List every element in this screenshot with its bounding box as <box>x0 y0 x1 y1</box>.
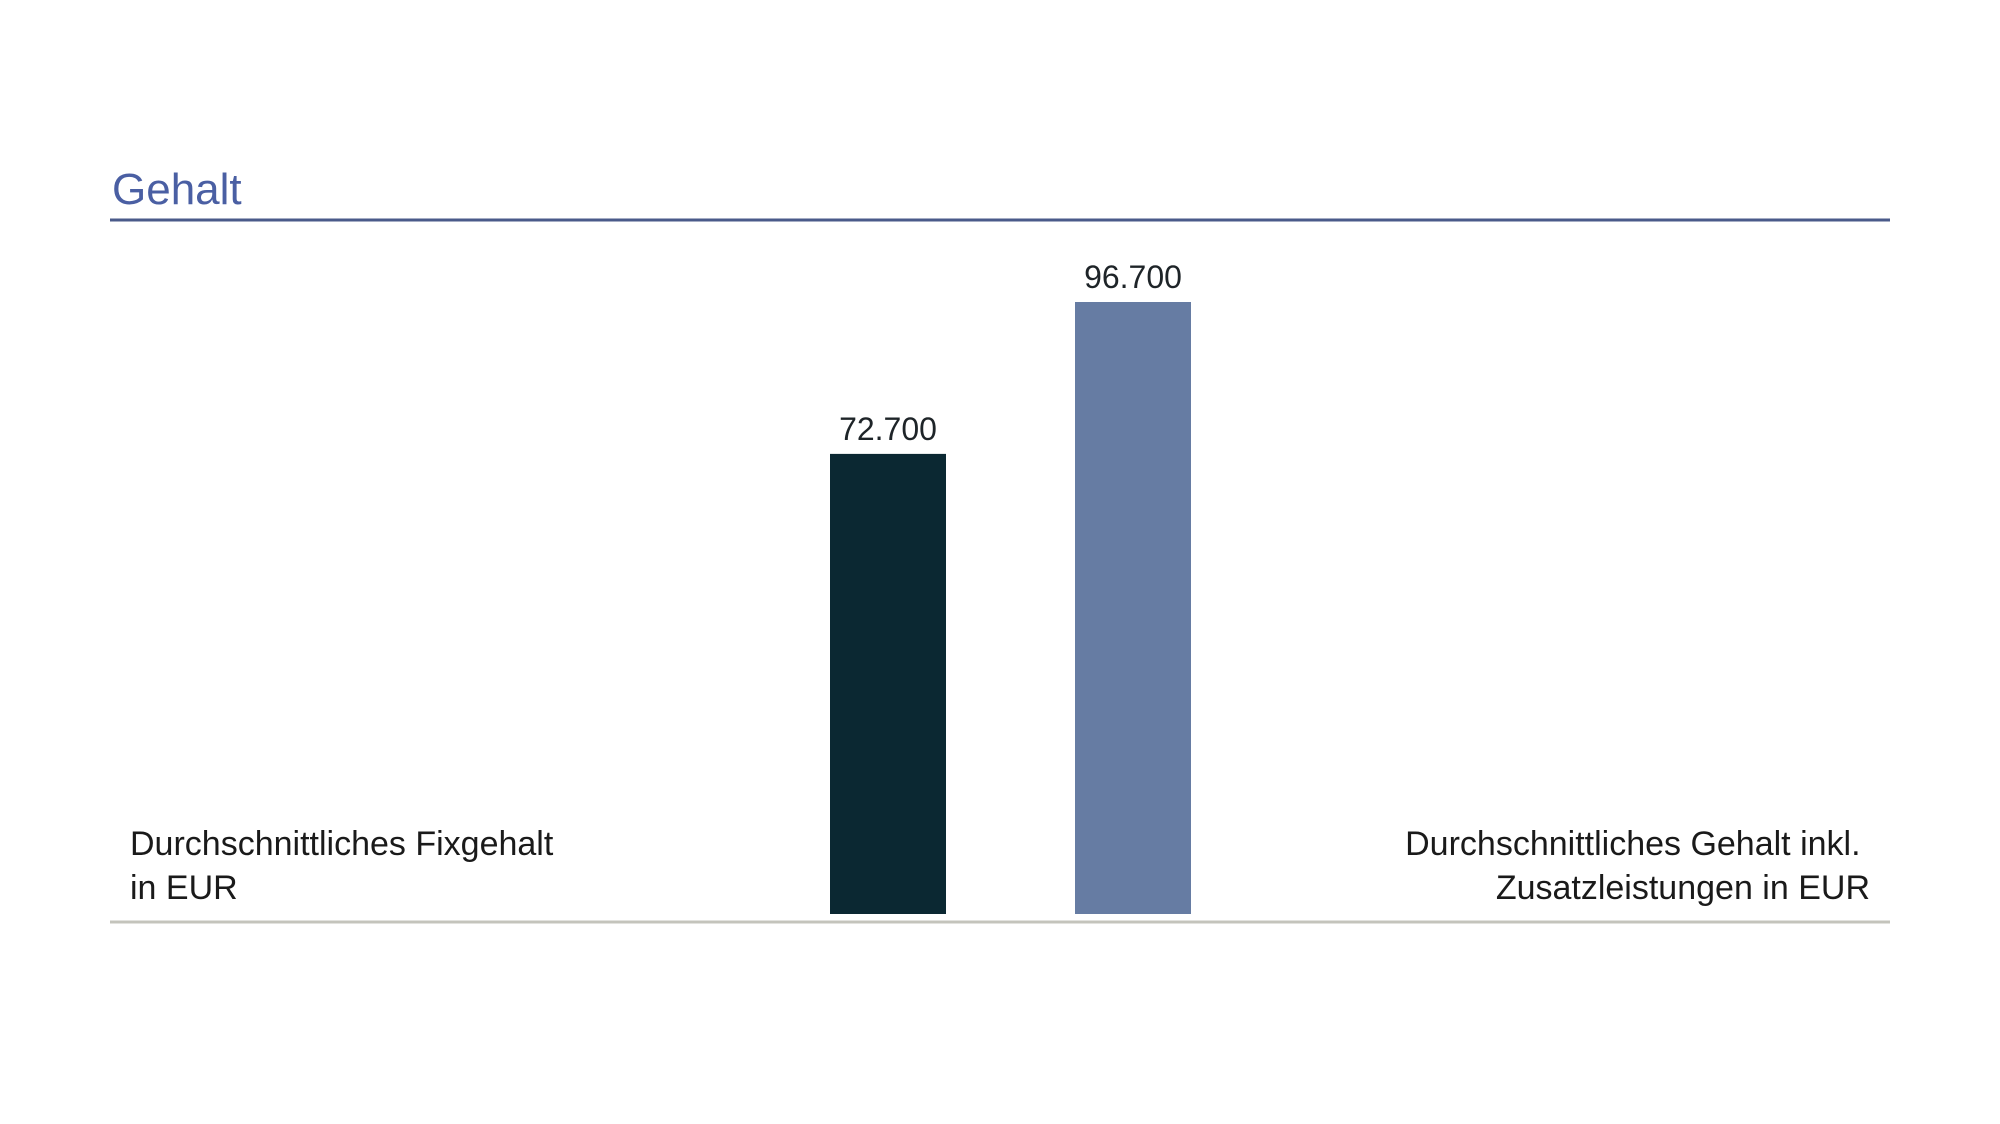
category-label-gehalt-inkl-line-2: Zusatzleistungen in EUR <box>1496 869 1870 907</box>
category-label-gehalt-inkl: Durchschnittliches Gehalt inkl. Zusatzle… <box>1405 825 1870 907</box>
chart-title: Gehalt <box>112 165 242 214</box>
category-label-gehalt-inkl-line-1: Durchschnittliches Gehalt inkl. <box>1405 825 1860 863</box>
bar-fixgehalt <box>830 453 946 914</box>
bar-group: 72.700 96.700 <box>830 259 1191 914</box>
category-label-fixgehalt-line-1: Durchschnittliches Fixgehalt <box>130 825 554 863</box>
value-label-gehalt-inkl: 96.700 <box>1084 259 1182 295</box>
bar-gehalt-inkl <box>1075 302 1191 914</box>
category-label-fixgehalt: Durchschnittliches Fixgehalt in EUR <box>130 825 563 907</box>
value-label-fixgehalt: 72.700 <box>839 411 937 447</box>
category-label-fixgehalt-line-2: in EUR <box>130 869 238 907</box>
